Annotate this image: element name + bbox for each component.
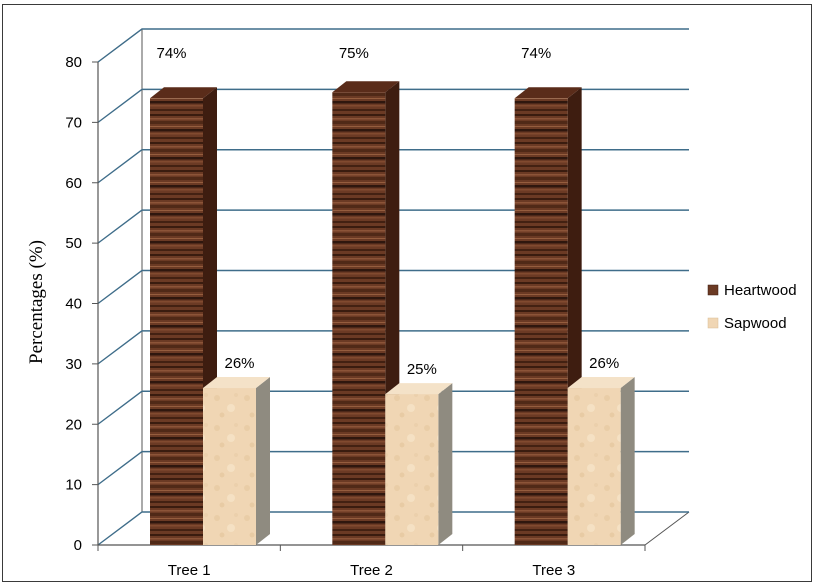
bar-side bbox=[620, 377, 635, 545]
y-tick-label: 80 bbox=[65, 54, 82, 71]
category-label: Tree 1 bbox=[168, 562, 211, 579]
category-label: Tree 3 bbox=[532, 562, 575, 579]
bar-sapwood-tree-1 bbox=[203, 377, 270, 545]
bar-heartwood-tree-3 bbox=[514, 87, 582, 545]
gridlines bbox=[97, 28, 689, 546]
bar-front bbox=[150, 98, 203, 545]
bar-top bbox=[150, 87, 217, 99]
data-label: 25% bbox=[407, 361, 437, 378]
bar-sapwood-tree-3 bbox=[567, 377, 635, 545]
bar-top bbox=[514, 87, 582, 99]
y-tick-label: 70 bbox=[65, 114, 82, 131]
gridline bbox=[97, 28, 689, 63]
y-tick-label: 0 bbox=[74, 537, 82, 554]
legend-label-sapwood: Sapwood bbox=[724, 315, 787, 332]
legend: Heartwood Sapwood bbox=[707, 282, 797, 332]
data-label: 74% bbox=[521, 45, 551, 62]
y-tick-label: 40 bbox=[65, 296, 82, 313]
bar-side bbox=[256, 377, 270, 545]
bar-front bbox=[567, 388, 621, 545]
gridline bbox=[97, 390, 689, 425]
bar-front bbox=[203, 388, 256, 545]
data-label: 26% bbox=[589, 355, 619, 372]
y-tick-label: 10 bbox=[65, 477, 82, 494]
category-label: Tree 2 bbox=[350, 562, 393, 579]
bar-top bbox=[203, 377, 270, 389]
gridline bbox=[97, 88, 689, 123]
bar-top bbox=[385, 383, 453, 395]
data-label: 26% bbox=[224, 355, 254, 372]
floor-right-edge bbox=[644, 511, 690, 546]
gridline bbox=[97, 330, 689, 365]
gridline bbox=[97, 209, 689, 244]
y-tick-label: 50 bbox=[65, 235, 82, 252]
y-tick-label: 20 bbox=[65, 416, 82, 433]
y-tick-label: 60 bbox=[65, 175, 82, 192]
gridline bbox=[97, 149, 689, 184]
bar-front bbox=[385, 394, 439, 545]
bar-top bbox=[332, 81, 400, 93]
gridline bbox=[97, 450, 689, 486]
data-label: 74% bbox=[156, 45, 186, 62]
bar-sapwood-tree-2 bbox=[385, 383, 453, 545]
data-label: 75% bbox=[339, 45, 369, 62]
back-wall-top-edge bbox=[97, 28, 689, 63]
y-axis-title: Percentages (%) bbox=[26, 240, 47, 364]
gridline bbox=[97, 511, 689, 546]
y-tick-labels: 0 10 20 30 40 50 60 70 80 bbox=[65, 54, 82, 554]
bar-front bbox=[514, 98, 568, 545]
data-labels: 74% 26% 75% 25% 74% 26% bbox=[156, 45, 619, 378]
bar-top bbox=[567, 377, 635, 389]
bar-side bbox=[438, 383, 453, 545]
y-tick-label: 30 bbox=[65, 356, 82, 373]
legend-label-heartwood: Heartwood bbox=[724, 282, 797, 299]
gridline bbox=[97, 269, 689, 305]
bars bbox=[150, 81, 635, 545]
legend-swatch-sapwood bbox=[707, 317, 719, 329]
bar-front bbox=[332, 92, 386, 545]
category-labels: Tree 1 Tree 2 Tree 3 bbox=[168, 562, 575, 579]
legend-swatch-heartwood bbox=[707, 284, 719, 296]
